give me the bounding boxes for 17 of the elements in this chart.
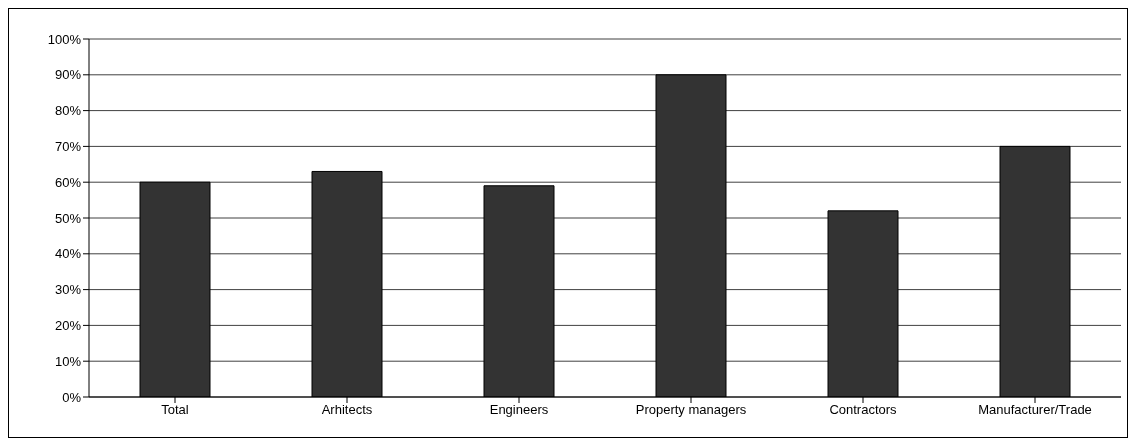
x-tick-label: Manufacturer/Trade	[978, 402, 1092, 418]
y-tick-label: 50%	[54, 210, 82, 226]
y-tick-label: 0%	[62, 389, 82, 405]
y-tick-label: 80%	[54, 103, 82, 119]
x-tick-label: Total	[161, 402, 189, 418]
y-tick-label: 70%	[54, 139, 82, 155]
x-tick-label: Engineers	[489, 402, 549, 418]
y-tick-label: 60%	[54, 174, 82, 190]
y-tick-label: 40%	[54, 246, 82, 262]
x-tick-label: Arhitects	[321, 402, 373, 418]
y-tick-label: 90%	[54, 67, 82, 83]
y-tick-label: 100%	[47, 31, 82, 47]
y-tick-label: 10%	[54, 353, 82, 369]
x-tick-label: Property managers	[635, 402, 747, 418]
y-tick-label: 20%	[54, 318, 82, 334]
y-tick-label: 30%	[54, 282, 82, 298]
x-tick-label: Contractors	[829, 402, 898, 418]
